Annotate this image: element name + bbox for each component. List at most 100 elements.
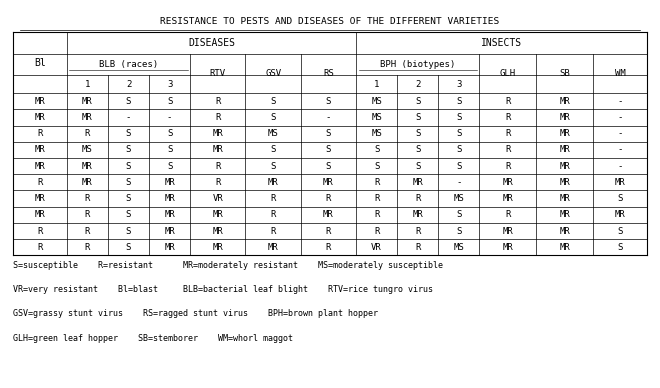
Text: MR: MR	[412, 178, 423, 187]
Text: S: S	[271, 97, 276, 106]
Text: S=susceptible    R=resistant      MR=moderately resistant    MS=moderately susce: S=susceptible R=resistant MR=moderately …	[13, 261, 444, 270]
Text: R: R	[415, 227, 420, 236]
Text: R: R	[38, 243, 43, 252]
Text: R: R	[505, 97, 510, 106]
Text: -: -	[167, 113, 172, 122]
Text: GSV=grassy stunt virus    RS=ragged stunt virus    BPH=brown plant hopper: GSV=grassy stunt virus RS=ragged stunt v…	[13, 310, 378, 319]
Text: MR: MR	[268, 178, 279, 187]
Text: RS: RS	[323, 69, 334, 78]
Text: R: R	[374, 194, 380, 203]
Text: R: R	[38, 129, 43, 138]
Text: R: R	[84, 194, 90, 203]
Text: MR: MR	[559, 146, 570, 154]
Text: S: S	[126, 210, 131, 219]
Text: MR: MR	[164, 227, 175, 236]
Text: MR: MR	[35, 97, 46, 106]
Text: MR: MR	[268, 243, 279, 252]
Text: R: R	[505, 146, 510, 154]
Text: -: -	[617, 129, 622, 138]
Text: BPH (biotypes): BPH (biotypes)	[380, 60, 455, 69]
Text: GLH=green leaf hopper    SB=stemborer    WM=whorl maggot: GLH=green leaf hopper SB=stemborer WM=wh…	[13, 334, 293, 343]
Text: MS: MS	[453, 243, 464, 252]
Text: MR: MR	[502, 227, 513, 236]
Text: 1: 1	[374, 80, 380, 88]
Text: MR: MR	[213, 243, 223, 252]
Text: MR: MR	[82, 178, 93, 187]
Text: R: R	[38, 178, 43, 187]
Text: R: R	[84, 243, 90, 252]
Text: R: R	[271, 227, 276, 236]
Text: -: -	[617, 97, 622, 106]
Text: MR: MR	[164, 243, 175, 252]
Text: S: S	[126, 178, 131, 187]
Text: MR: MR	[559, 97, 570, 106]
Text: R: R	[84, 129, 90, 138]
Text: S: S	[126, 243, 131, 252]
Text: DISEASES: DISEASES	[188, 38, 235, 48]
Text: S: S	[126, 146, 131, 154]
Text: MR: MR	[412, 210, 423, 219]
Text: MR: MR	[82, 162, 93, 171]
Text: S: S	[374, 146, 380, 154]
Text: S: S	[456, 113, 461, 122]
Text: R: R	[84, 210, 90, 219]
Text: S: S	[415, 97, 420, 106]
Text: S: S	[167, 146, 172, 154]
Text: MR: MR	[614, 210, 625, 219]
Text: MR: MR	[559, 194, 570, 203]
Text: S: S	[456, 210, 461, 219]
Text: MR: MR	[213, 129, 223, 138]
Text: MR: MR	[502, 178, 513, 187]
Text: MR: MR	[559, 243, 570, 252]
Text: WM: WM	[614, 69, 625, 78]
Text: MR: MR	[559, 227, 570, 236]
Text: -: -	[456, 178, 461, 187]
Text: MR: MR	[559, 210, 570, 219]
Text: 2: 2	[126, 80, 131, 88]
Text: -: -	[617, 162, 622, 171]
Text: MS: MS	[371, 97, 382, 106]
Text: S: S	[167, 129, 172, 138]
Text: S: S	[167, 97, 172, 106]
Text: R: R	[415, 243, 420, 252]
Text: R: R	[326, 243, 331, 252]
Text: R: R	[505, 113, 510, 122]
Text: S: S	[415, 162, 420, 171]
Text: MR: MR	[35, 194, 46, 203]
Text: S: S	[374, 162, 380, 171]
Text: MR: MR	[323, 210, 334, 219]
Text: S: S	[126, 227, 131, 236]
Text: 3: 3	[167, 80, 172, 88]
Text: R: R	[374, 210, 380, 219]
Text: S: S	[126, 129, 131, 138]
Text: S: S	[326, 146, 331, 154]
Text: 1: 1	[84, 80, 90, 88]
Text: MR: MR	[35, 210, 46, 219]
Text: MS: MS	[82, 146, 93, 154]
Text: VR: VR	[213, 194, 223, 203]
Text: -: -	[617, 146, 622, 154]
Text: R: R	[505, 162, 510, 171]
Text: MS: MS	[371, 113, 382, 122]
Text: MR: MR	[559, 129, 570, 138]
Text: MR: MR	[35, 162, 46, 171]
Text: S: S	[126, 194, 131, 203]
Text: MS: MS	[371, 129, 382, 138]
Text: VR: VR	[371, 243, 382, 252]
Text: INSECTS: INSECTS	[481, 38, 522, 48]
Text: S: S	[415, 146, 420, 154]
Text: RESISTANCE TO PESTS AND DISEASES OF THE DIFFERENT VARIETIES: RESISTANCE TO PESTS AND DISEASES OF THE …	[160, 17, 500, 26]
Text: R: R	[84, 227, 90, 236]
Text: S: S	[126, 162, 131, 171]
Text: S: S	[456, 146, 461, 154]
Text: MR: MR	[559, 113, 570, 122]
Text: R: R	[326, 227, 331, 236]
Text: MR: MR	[164, 194, 175, 203]
Text: 3: 3	[456, 80, 461, 88]
Text: S: S	[326, 97, 331, 106]
Text: S: S	[415, 129, 420, 138]
Text: -: -	[126, 113, 131, 122]
Text: R: R	[271, 210, 276, 219]
Text: GSV: GSV	[265, 69, 281, 78]
Text: S: S	[617, 227, 622, 236]
